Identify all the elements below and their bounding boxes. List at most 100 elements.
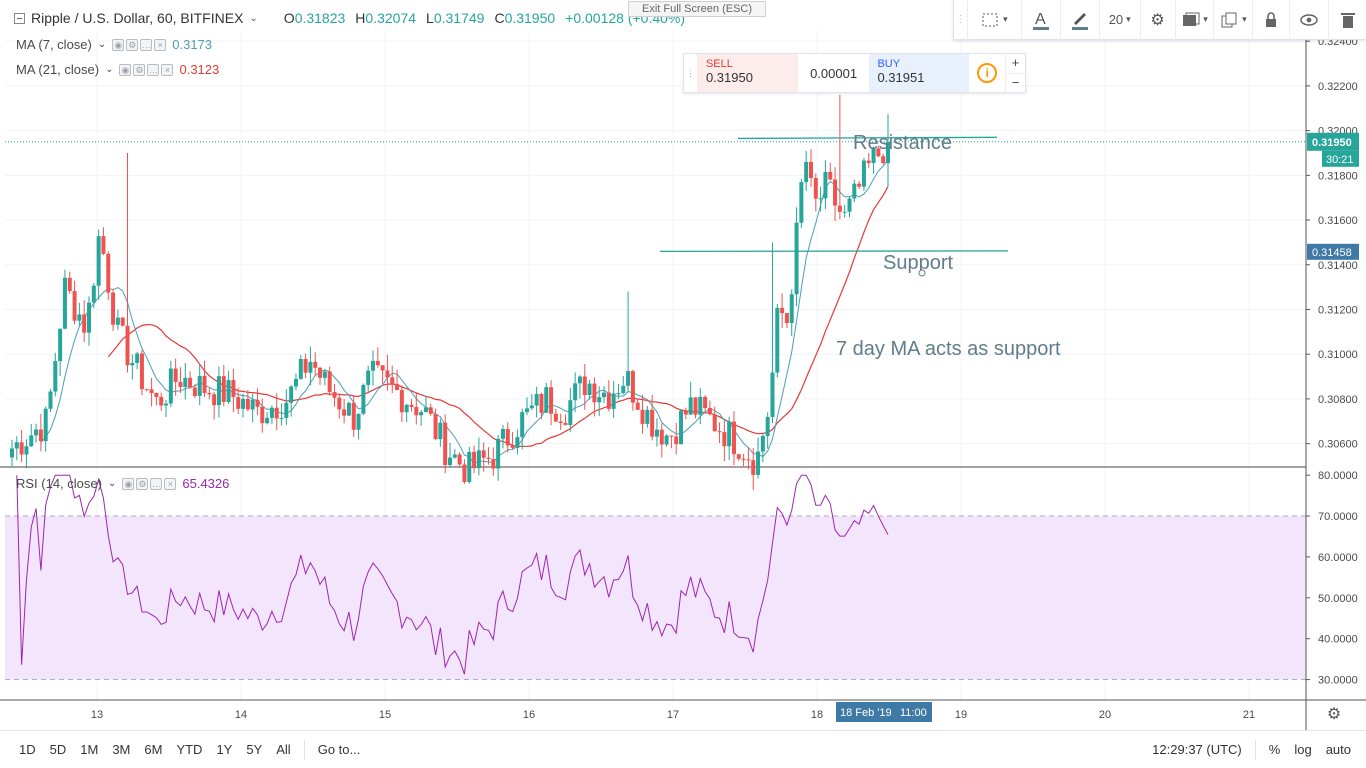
anchor-handle[interactable]	[918, 269, 926, 277]
lock-icon	[1266, 11, 1277, 27]
candle-body	[395, 384, 400, 391]
eye-icon[interactable]: ◉	[122, 477, 135, 490]
candle-body	[587, 383, 592, 396]
drag-handle-icon[interactable]: ⋮	[684, 54, 698, 92]
range-button-1m[interactable]: 1M	[80, 742, 99, 757]
range-button-6m[interactable]: 6M	[144, 742, 163, 757]
support-label[interactable]: Support	[883, 252, 953, 274]
candle-body	[332, 392, 337, 398]
gear-icon[interactable]: ⚙	[1327, 706, 1341, 723]
chevron-down-icon[interactable]: ⌄	[97, 39, 107, 50]
candle-body	[881, 156, 886, 164]
candle-body	[269, 407, 274, 418]
gear-icon[interactable]: ⚙	[133, 63, 146, 76]
close-icon[interactable]: ×	[161, 63, 174, 76]
font-size-select[interactable]: 20 ▾	[1100, 0, 1141, 40]
range-button-ytd[interactable]: YTD	[176, 742, 203, 757]
line-style-icon	[982, 13, 998, 26]
pen-color-button[interactable]	[1061, 0, 1100, 40]
buy-price: 0.31951	[877, 70, 925, 85]
clone-button[interactable]: ▾	[1214, 0, 1254, 40]
indicator-controls[interactable]: ◉ ⚙… ×	[122, 477, 177, 490]
range-button-5y[interactable]: 5Y	[246, 742, 263, 757]
text-color-button[interactable]: A	[1022, 0, 1061, 40]
candle-body	[43, 408, 48, 442]
candle-body	[361, 384, 366, 414]
goto-button[interactable]: Go to...	[317, 742, 361, 757]
range-button-1y[interactable]: 1Y	[216, 742, 233, 757]
collapse-icon[interactable]	[14, 12, 25, 24]
exit-fullscreen-hint[interactable]: Exit Full Screen (ESC)	[628, 1, 767, 17]
trend-drawings[interactable]: Resistance Support 7 day MA acts as suppor…	[659, 132, 1061, 360]
close-icon[interactable]: ×	[154, 38, 167, 51]
chevron-down-icon[interactable]: ⌄	[249, 12, 258, 24]
close-icon[interactable]: ×	[164, 477, 177, 490]
auto-toggle[interactable]: auto	[1325, 742, 1351, 757]
candle-body	[14, 442, 19, 449]
ma7-label[interactable]: MA (7, close)	[16, 37, 92, 52]
info-button[interactable]: i	[969, 54, 1005, 92]
visual-order-button[interactable]: ▾	[1176, 0, 1215, 40]
resistance-line[interactable]	[737, 136, 998, 140]
utc-clock[interactable]: 12:29:37 (UTC)	[1152, 742, 1242, 757]
sell-label: SELL	[705, 58, 733, 70]
more-icon[interactable]: …	[150, 477, 163, 490]
range-button-3m[interactable]: 3M	[112, 742, 131, 757]
chevron-down-icon[interactable]: ⌄	[107, 478, 117, 489]
ma-note-label[interactable]: 7 day MA acts as support	[836, 338, 1061, 360]
candle-body	[476, 450, 481, 469]
chevron-down-icon[interactable]: ⌄	[105, 64, 114, 75]
candle-body	[351, 402, 356, 430]
log-toggle[interactable]: log	[1294, 742, 1312, 757]
line-style-button[interactable]: ▾	[968, 0, 1023, 40]
range-button-all[interactable]: All	[276, 742, 291, 757]
gear-icon: ⚙	[1150, 11, 1165, 29]
drag-handle-icon[interactable]: ⋮	[954, 0, 968, 40]
candle-body	[380, 365, 385, 371]
hide-button[interactable]	[1290, 0, 1330, 40]
candle-body	[770, 372, 775, 417]
rsi-label[interactable]: RSI (14, close)	[16, 476, 102, 491]
candle-body	[139, 353, 144, 390]
more-icon[interactable]: …	[140, 38, 153, 51]
candle-body	[274, 407, 279, 419]
candle-body	[231, 380, 236, 398]
delete-button[interactable]	[1329, 0, 1366, 40]
more-icon[interactable]: …	[147, 63, 160, 76]
candle-body	[582, 376, 587, 396]
candles	[10, 94, 890, 491]
candle-body	[10, 448, 14, 458]
ohlc-close-value: 0.31950	[504, 10, 556, 26]
rsi-axis-label: 40.0000	[1318, 634, 1358, 646]
candle-body	[250, 399, 255, 410]
candle-body	[279, 417, 284, 419]
eye-icon[interactable]: ◉	[119, 63, 132, 76]
sell-button[interactable]: SELL 0.31950	[697, 54, 798, 92]
range-button-1d[interactable]: 1D	[19, 742, 36, 757]
candle-body	[626, 371, 631, 386]
settings-button[interactable]: ⚙	[1141, 0, 1176, 40]
range-button-5d[interactable]: 5D	[49, 742, 67, 757]
gear-icon[interactable]: ⚙	[126, 38, 139, 51]
plus-button[interactable]: +	[1006, 54, 1026, 74]
candle-body	[284, 402, 289, 418]
minus-button[interactable]: −	[1011, 74, 1020, 90]
rsi-legend: RSI (14, close) ⌄ ◉ ⚙… × 65.4326	[16, 476, 229, 491]
indicator-controls[interactable]: ◉ ⚙… ×	[119, 63, 174, 76]
symbol-title[interactable]: Ripple / U.S. Dollar, 60, BITFINEX	[31, 10, 244, 26]
candle-body	[207, 392, 212, 395]
percent-toggle[interactable]: %	[1268, 742, 1281, 757]
rsi-axis-label: 30.0000	[1318, 675, 1358, 687]
lock-button[interactable]	[1253, 0, 1291, 40]
quantity-stepper[interactable]: + −	[1005, 54, 1026, 92]
eye-icon[interactable]: ◉	[112, 38, 125, 51]
ma21-label[interactable]: MA (21, close)	[16, 62, 100, 77]
candle-body	[539, 393, 544, 413]
indicator-controls[interactable]: ◉ ⚙… ×	[112, 38, 167, 51]
resistance-label[interactable]: Resistance	[853, 132, 952, 154]
spread-value: 0.00001	[810, 65, 858, 81]
buy-button[interactable]: BUY 0.31951	[869, 54, 970, 92]
gear-icon[interactable]: ⚙	[136, 477, 149, 490]
